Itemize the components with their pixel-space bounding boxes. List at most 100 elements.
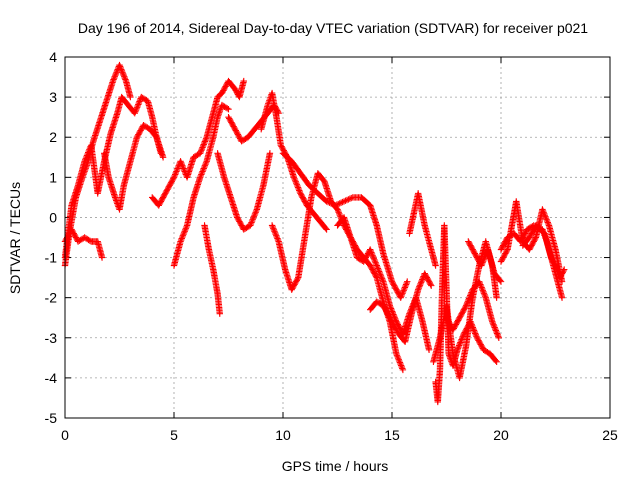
y-tick-label: -1 [45,250,58,266]
data-point [456,340,463,348]
data-point [200,141,207,148]
data-point [296,187,303,194]
data-point [479,287,486,294]
data-point [272,231,279,238]
data-point [199,144,206,151]
data-point [495,333,502,340]
data-point [481,291,488,298]
data-point [489,319,497,327]
data-point [477,282,485,290]
data-point [134,102,141,110]
data-point [396,359,404,366]
data-point [268,222,276,229]
series-track-13 [334,214,433,354]
data-point [397,360,404,368]
data-point [492,327,500,334]
data-point [399,365,406,372]
data-point [159,154,167,161]
data-point [377,271,384,278]
data-point [177,159,185,166]
data-point [323,226,330,233]
data-point [398,291,406,298]
x-tick-label: 0 [61,427,69,443]
data-point [372,260,380,268]
data-point [462,302,470,309]
data-point [336,210,343,217]
data-point [81,158,88,165]
data-point [177,236,185,244]
data-point [269,223,276,231]
data-point [171,172,178,180]
y-tick-label: 3 [49,89,57,105]
data-point [183,223,190,231]
data-point [296,188,304,196]
data-point [541,210,548,217]
data-point [454,345,462,352]
series-track-16 [432,222,500,406]
data-point [109,77,117,85]
series-track-19 [465,238,505,285]
data-point [401,284,409,291]
data-point [112,70,120,77]
data-point [252,209,259,216]
data-point [198,145,206,153]
data-point [393,352,401,359]
data-point [414,286,422,293]
data-point [292,178,299,185]
y-tick-label: -3 [45,330,58,346]
data-point [457,337,465,345]
data-point [179,233,186,241]
data-point [476,278,483,285]
data-point [418,277,425,285]
data-point [491,324,498,331]
data-point [378,275,386,282]
data-point [182,225,190,232]
data-point [425,346,433,354]
data-point [113,69,120,76]
data-point [388,306,395,314]
data-point [177,238,184,245]
data-point [290,174,298,181]
data-point [119,70,127,77]
data-point [196,150,204,157]
data-point [370,255,377,262]
data-point [170,174,178,181]
data-point [127,93,134,101]
data-point [428,282,435,289]
data-point [399,366,407,374]
data-point [543,217,551,225]
data-point [432,262,439,269]
data-point [458,336,465,343]
data-point [247,222,254,229]
data-point [251,210,259,217]
data-point [253,207,260,215]
data-point [249,216,256,223]
data-point [270,225,277,232]
x-tick-label: 15 [384,427,400,443]
data-point [133,104,141,111]
data-point [202,135,210,142]
data-point [199,166,207,174]
data-point [247,220,255,228]
data-point [490,321,497,328]
data-point [541,212,548,219]
data-point [198,147,205,154]
data-point [201,163,208,171]
data-point [197,172,204,180]
data-point [251,212,258,219]
data-point [379,276,386,284]
data-point [118,66,125,73]
data-point [173,168,180,175]
data-point [345,196,352,203]
data-point [348,194,355,202]
data-point [490,322,498,330]
series-track-5 [149,77,247,209]
data-point [179,163,187,171]
data-point [367,247,374,255]
data-point [399,290,406,297]
y-tick-label: -5 [45,410,58,426]
data-point [180,231,187,238]
data-point [374,263,381,271]
data-point [373,262,380,269]
